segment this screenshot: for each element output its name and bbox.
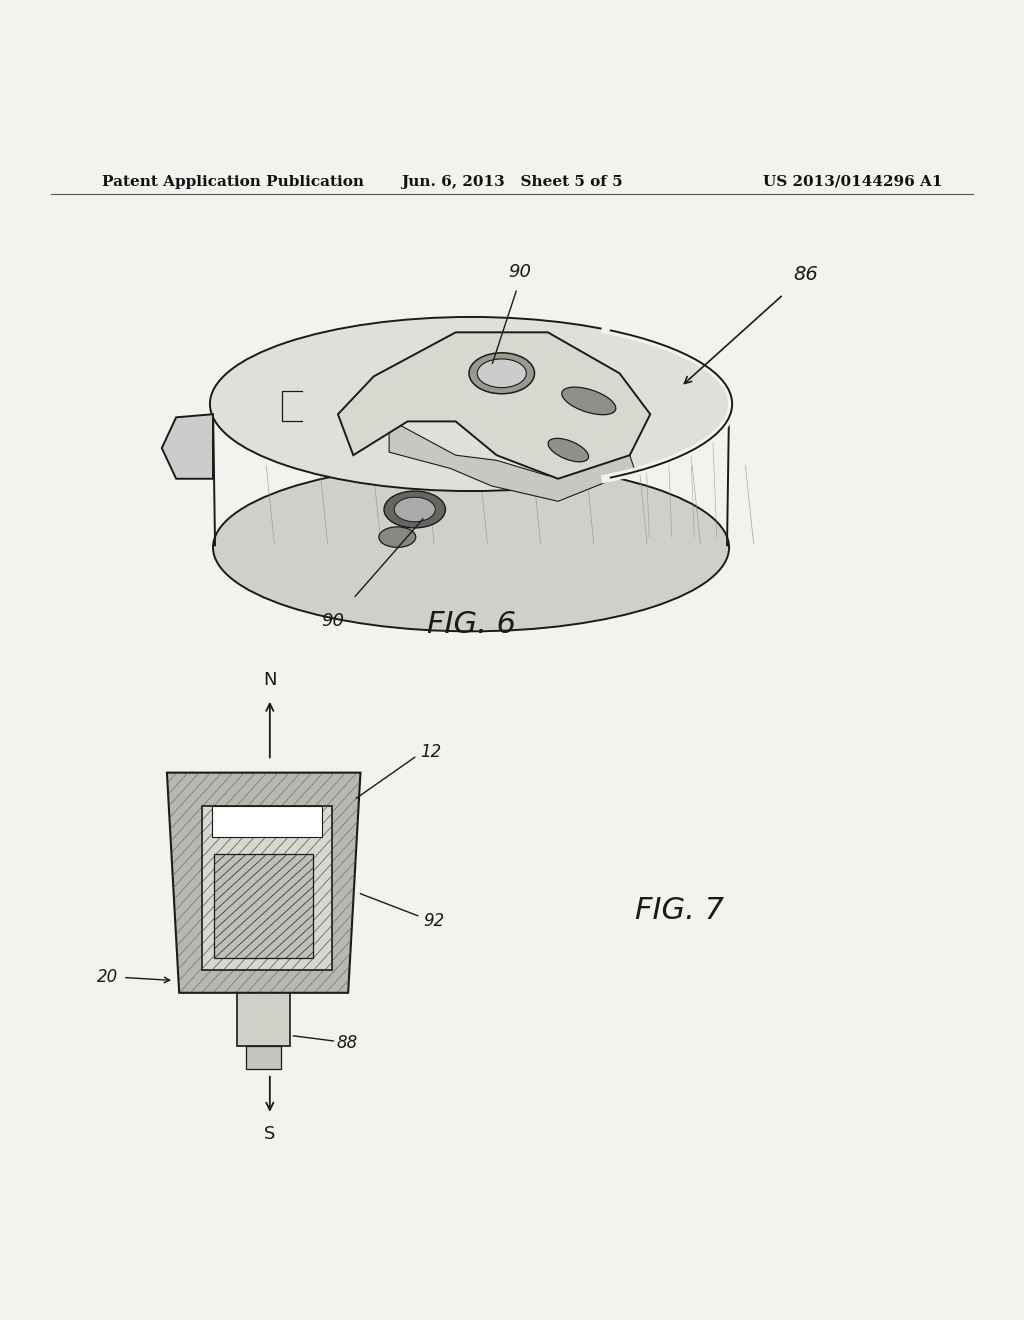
- Text: Jun. 6, 2013   Sheet 5 of 5: Jun. 6, 2013 Sheet 5 of 5: [401, 174, 623, 189]
- Text: 20: 20: [96, 969, 118, 986]
- Text: 92: 92: [423, 912, 444, 929]
- Bar: [238, 993, 291, 1045]
- Text: 90: 90: [509, 263, 531, 281]
- Ellipse shape: [394, 498, 435, 521]
- Bar: [212, 807, 322, 837]
- Text: 90: 90: [322, 612, 344, 630]
- Ellipse shape: [379, 527, 416, 548]
- Ellipse shape: [469, 352, 535, 393]
- Ellipse shape: [562, 387, 615, 414]
- Polygon shape: [162, 414, 213, 479]
- Ellipse shape: [213, 463, 729, 631]
- Text: N: N: [263, 671, 276, 689]
- Text: 88: 88: [336, 1034, 357, 1052]
- Ellipse shape: [548, 438, 589, 462]
- Polygon shape: [338, 333, 650, 479]
- Text: 86: 86: [794, 265, 818, 284]
- Ellipse shape: [210, 317, 732, 491]
- Text: S: S: [264, 1125, 275, 1143]
- Text: US 2013/0144296 A1: US 2013/0144296 A1: [763, 174, 942, 189]
- Bar: [202, 807, 332, 970]
- Bar: [246, 1045, 281, 1069]
- Ellipse shape: [477, 359, 526, 388]
- Bar: [214, 854, 313, 958]
- Text: 12: 12: [420, 743, 441, 762]
- Text: Patent Application Publication: Patent Application Publication: [102, 174, 365, 189]
- Ellipse shape: [384, 491, 445, 528]
- Text: FIG. 6: FIG. 6: [427, 610, 515, 639]
- Text: FIG. 7: FIG. 7: [635, 896, 724, 925]
- Polygon shape: [167, 772, 360, 993]
- Polygon shape: [389, 420, 635, 502]
